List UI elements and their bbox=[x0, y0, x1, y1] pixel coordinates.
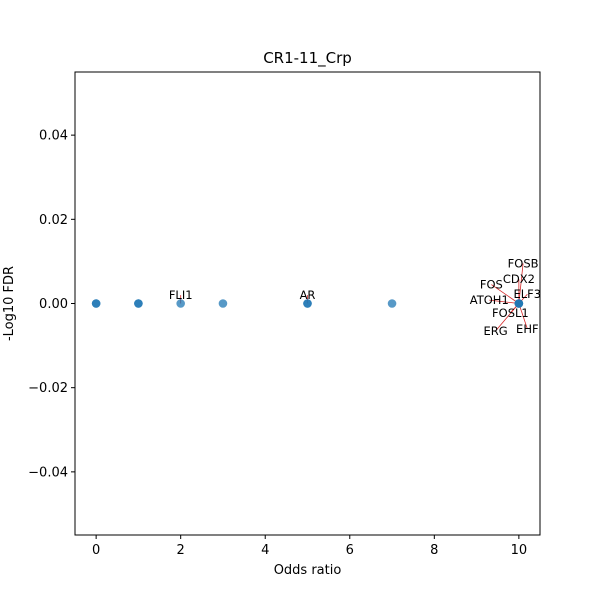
leader-line bbox=[491, 284, 520, 304]
scatter-point bbox=[91, 299, 101, 308]
x-tick-label: 4 bbox=[261, 543, 269, 558]
x-tick-label: 8 bbox=[430, 543, 438, 558]
x-axis-label: Odds ratio bbox=[274, 563, 342, 578]
scatter-point bbox=[387, 299, 397, 308]
x-tick-label: 10 bbox=[511, 543, 528, 558]
point-label: ERG bbox=[484, 324, 508, 338]
scatter-point bbox=[514, 299, 524, 308]
y-tick-label: −0.02 bbox=[28, 381, 68, 396]
point-label: FOSL1 bbox=[492, 306, 529, 320]
y-axis-label: -Log10 FDR bbox=[2, 266, 17, 341]
x-tick-label: 0 bbox=[92, 543, 100, 558]
x-axis-ticks: 0 2 4 6 8 10 bbox=[92, 535, 527, 558]
point-label: EHF bbox=[516, 322, 539, 336]
point-label: CDX2 bbox=[503, 272, 535, 286]
y-tick-label: 0.04 bbox=[39, 129, 68, 144]
x-tick-label: 6 bbox=[346, 543, 354, 558]
point-label: ATOH1 bbox=[470, 293, 509, 307]
leader-line bbox=[518, 263, 524, 304]
y-axis-ticks: −0.04 −0.02 0.00 0.02 0.04 bbox=[28, 129, 75, 480]
chart-title: CR1-11_Crp bbox=[263, 49, 352, 68]
point-label: AR bbox=[300, 288, 316, 302]
leader-line bbox=[495, 303, 520, 332]
scatter-point bbox=[218, 299, 228, 308]
y-tick-label: 0.00 bbox=[39, 297, 68, 312]
point-label: ELF3 bbox=[514, 287, 542, 301]
point-label: FLI1 bbox=[169, 288, 193, 302]
y-tick-label: −0.04 bbox=[28, 465, 68, 480]
data-points bbox=[91, 299, 524, 308]
point-label: FOSB bbox=[508, 257, 539, 271]
scatter-point bbox=[303, 299, 312, 308]
plot-frame bbox=[74, 71, 541, 536]
leader-line bbox=[489, 299, 519, 304]
leader-line bbox=[518, 303, 528, 329]
x-tick-label: 2 bbox=[177, 543, 185, 558]
scatter-point bbox=[176, 299, 185, 308]
scatter-point bbox=[134, 299, 143, 308]
y-tick-label: 0.02 bbox=[39, 213, 68, 228]
point-label: FOS bbox=[480, 278, 503, 292]
